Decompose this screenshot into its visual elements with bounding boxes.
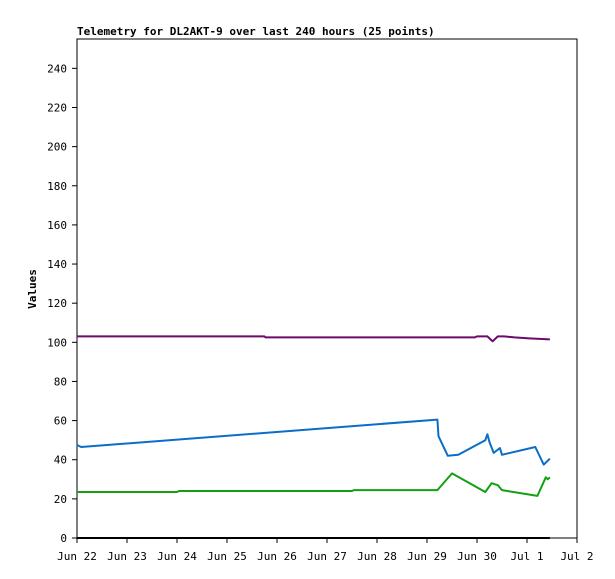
y-tick-label: 140 [47, 258, 67, 271]
x-tick-label: Jun 22 [57, 550, 97, 563]
x-tick-label: Jun 23 [107, 550, 147, 563]
chart-title: Telemetry for DL2AKT-9 over last 240 hou… [77, 25, 435, 38]
series-layer [76, 335, 551, 539]
y-tick-label: 120 [47, 297, 67, 310]
x-tick-label: Jul 2 [560, 550, 593, 563]
y-tick-label: 200 [47, 141, 67, 154]
series-line-3 [76, 418, 551, 466]
x-tick-label: Jul 1 [510, 550, 543, 563]
x-tick-label: Jun 24 [157, 550, 197, 563]
y-tick-label: 100 [47, 336, 67, 349]
y-tick-label: 80 [54, 375, 67, 388]
x-tick-label: Jun 28 [357, 550, 397, 563]
y-tick-label: 0 [60, 532, 67, 545]
y-tick-label: 160 [47, 219, 67, 232]
y-tick-label: 60 [54, 415, 67, 428]
y-tick-label: 20 [54, 493, 67, 506]
series-line-4 [77, 472, 551, 497]
y-tick-label: 240 [47, 62, 67, 75]
x-tick-label: Jun 26 [257, 550, 297, 563]
x-tick-label: Jun 25 [207, 550, 247, 563]
x-tick-label: Jun 27 [307, 550, 347, 563]
x-tick-label: Jun 30 [457, 550, 497, 563]
y-tick-label: 220 [47, 101, 67, 114]
x-axis: Jun 22 Jun 23 Jun 24 Jun 25 Jun 26 Jun 27 Jun … [57, 538, 594, 563]
plot-frame [76, 38, 578, 539]
x-tick-label: Jun 29 [407, 550, 447, 563]
y-axis: 0 20 40 60 80 100 120 140 160 180 200 220 240 [47, 62, 77, 545]
y-tick-label: 180 [47, 180, 67, 193]
y-axis-title: Values [26, 269, 39, 309]
y-tick-label: 40 [54, 454, 67, 467]
series-line-2 [77, 335, 550, 343]
